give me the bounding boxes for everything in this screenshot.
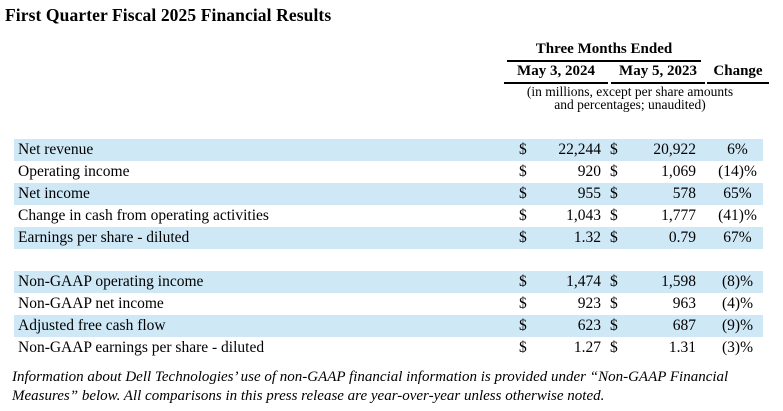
change-value: (4)% xyxy=(722,295,753,312)
value-2024-cell: $1.32 xyxy=(519,229,601,247)
change-value: 6% xyxy=(727,141,748,158)
dollar-sign: $ xyxy=(610,273,618,290)
value-2023: 0.79 xyxy=(668,229,696,246)
table-row-adjusted-free-cash-flow: Adjusted free cash flow $623 $687 (9)% xyxy=(14,315,763,337)
value-2024-cell: $1,043 xyxy=(519,207,601,225)
value-2024: 22,244 xyxy=(558,141,601,158)
dollar-sign: $ xyxy=(610,295,618,312)
table-row-eps-diluted: Earnings per share - diluted $1.32 $0.79… xyxy=(14,227,763,249)
change-value: 65% xyxy=(723,185,752,202)
dollar-sign: $ xyxy=(610,207,618,224)
value-2023-cell: $578 xyxy=(610,185,696,203)
footnote-line1: Information about Dell Technologies’ use… xyxy=(12,369,729,385)
value-2024-cell: $923 xyxy=(519,295,601,313)
change-value: (8)% xyxy=(722,273,753,290)
footnote-line2: Measures” below. All comparisons in this… xyxy=(12,388,605,404)
value-2024: 1,043 xyxy=(566,207,601,224)
dollar-sign: $ xyxy=(519,141,527,158)
value-2023-cell: $687 xyxy=(610,317,696,335)
dollar-sign: $ xyxy=(610,185,618,202)
row-label: Non-GAAP earnings per share - diluted xyxy=(18,339,265,356)
table-row-net-revenue: Net revenue $22,244 $20,922 6% xyxy=(14,139,763,161)
change-value: (41)% xyxy=(718,207,757,224)
value-2024-cell: $22,244 xyxy=(519,141,601,159)
page-title: First Quarter Fiscal 2025 Financial Resu… xyxy=(5,5,332,25)
value-2024-cell: $920 xyxy=(519,163,601,181)
footnote: Information about Dell Technologies’ use… xyxy=(12,368,772,406)
row-label: Earnings per share - diluted xyxy=(18,229,190,246)
table-row-non-gaap-eps-diluted: Non-GAAP earnings per share - diluted $1… xyxy=(14,337,763,359)
value-2024: 1.27 xyxy=(573,339,601,356)
value-2023-cell: $1,598 xyxy=(610,273,696,291)
dollar-sign: $ xyxy=(610,229,618,246)
value-2023: 1.31 xyxy=(668,339,696,356)
dollar-sign: $ xyxy=(519,317,527,334)
row-label: Adjusted free cash flow xyxy=(18,317,166,334)
value-2024-cell: $623 xyxy=(519,317,601,335)
dollar-sign: $ xyxy=(610,339,618,356)
table-row-non-gaap-operating-income: Non-GAAP operating income $1,474 $1,598 … xyxy=(14,271,763,293)
value-2023-cell: $1,777 xyxy=(610,207,696,225)
value-2023: 1,598 xyxy=(661,273,696,290)
dollar-sign: $ xyxy=(519,185,527,202)
value-2023: 963 xyxy=(672,295,696,312)
table-row-non-gaap-net-income: Non-GAAP net income $923 $963 (4)% xyxy=(14,293,763,315)
table-row-operating-income: Operating income $920 $1,069 (14)% xyxy=(14,161,763,183)
value-2023: 1,069 xyxy=(661,163,696,180)
dollar-sign: $ xyxy=(519,229,527,246)
value-2024: 955 xyxy=(577,185,601,202)
change-value: (3)% xyxy=(722,339,753,356)
value-2024-cell: $955 xyxy=(519,185,601,203)
value-2023: 1,777 xyxy=(661,207,696,224)
value-2023: 20,922 xyxy=(653,141,696,158)
value-2024-cell: $1,474 xyxy=(519,273,601,291)
dollar-sign: $ xyxy=(519,163,527,180)
value-2024-cell: $1.27 xyxy=(519,339,601,357)
dollar-sign: $ xyxy=(519,273,527,290)
spacer-row xyxy=(14,249,763,271)
value-2024: 923 xyxy=(577,295,601,312)
row-label: Net revenue xyxy=(18,141,94,158)
column-header-change: Change xyxy=(707,63,769,84)
dollar-sign: $ xyxy=(610,163,618,180)
financial-table-body: Net revenue $22,244 $20,922 6% Operating… xyxy=(14,139,763,359)
value-2024: 920 xyxy=(577,163,601,180)
value-2024: 1.32 xyxy=(573,229,601,246)
value-2024: 1,474 xyxy=(566,273,601,290)
change-value: (14)% xyxy=(718,163,757,180)
row-label: Non-GAAP net income xyxy=(18,295,164,312)
units-note-line1: (in millions, except per share amounts xyxy=(526,84,734,99)
row-label: Net income xyxy=(18,185,90,202)
table-row-net-income: Net income $955 $578 65% xyxy=(14,183,763,205)
column-header-may-5-2023: May 5, 2023 xyxy=(611,63,705,84)
row-label: Change in cash from operating activities xyxy=(18,207,269,224)
row-label: Operating income xyxy=(18,163,130,180)
dollar-sign: $ xyxy=(519,339,527,356)
value-2023: 687 xyxy=(672,317,696,334)
value-2023-cell: $1.31 xyxy=(610,339,696,357)
table-row-change-in-cash: Change in cash from operating activities… xyxy=(14,205,763,227)
value-2023-cell: $1,069 xyxy=(610,163,696,181)
row-label: Non-GAAP operating income xyxy=(18,273,204,290)
value-2023: 578 xyxy=(672,185,696,202)
dollar-sign: $ xyxy=(610,317,618,334)
change-value: (9)% xyxy=(722,317,753,334)
change-value: 67% xyxy=(723,229,752,246)
value-2023-cell: $0.79 xyxy=(610,229,696,247)
dollar-sign: $ xyxy=(519,207,527,224)
column-group-header: Three Months Ended xyxy=(507,41,701,62)
value-2024: 623 xyxy=(577,317,601,334)
units-note: (in millions, except per share amounts a… xyxy=(498,84,762,112)
dollar-sign: $ xyxy=(610,141,618,158)
units-note-line2: and percentages; unaudited) xyxy=(554,97,706,112)
value-2023-cell: $963 xyxy=(610,295,696,313)
value-2023-cell: $20,922 xyxy=(610,141,696,159)
dollar-sign: $ xyxy=(519,295,527,312)
column-header-may-3-2024: May 3, 2024 xyxy=(504,63,608,84)
